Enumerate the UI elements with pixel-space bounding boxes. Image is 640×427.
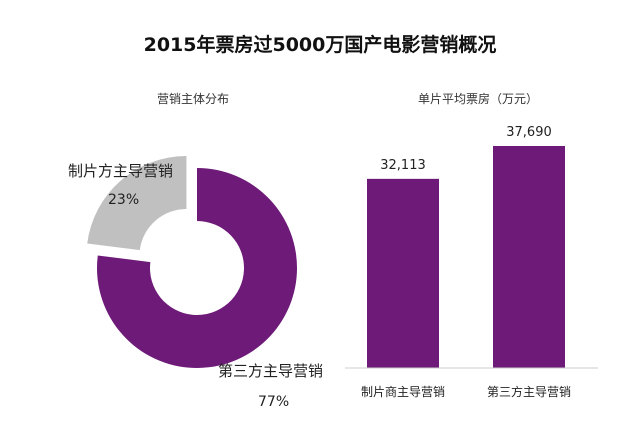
- page-title: 2015年票房过5000万国产电影营销概况: [143, 34, 497, 56]
- pie-value-producer: 23%: [108, 192, 139, 208]
- bar-title: 单片平均票房（万元）: [418, 92, 539, 106]
- bar-category-producer: 制片商主导营销: [361, 384, 445, 399]
- bar-third-party: [493, 146, 565, 368]
- donut-chart: [87, 155, 297, 368]
- pie-label-producer: 制片方主导营销: [68, 162, 173, 180]
- bar-category-third-party: 第三方主导营销: [487, 384, 571, 399]
- bar-chart: 32,113 37,690 制片商主导营销 第三方主导营销: [345, 125, 598, 399]
- bar-producer: [367, 178, 439, 368]
- pie-slice-third-party: [96, 168, 297, 368]
- bar-value-third-party: 37,690: [506, 125, 552, 140]
- bar-value-producer: 32,113: [380, 158, 426, 173]
- pie-title: 营销主体分布: [157, 92, 230, 106]
- pie-label-third-party: 第三方主导营销: [218, 362, 323, 380]
- pie-slice-producer: [87, 155, 187, 251]
- pie-value-third-party: 77%: [258, 394, 289, 410]
